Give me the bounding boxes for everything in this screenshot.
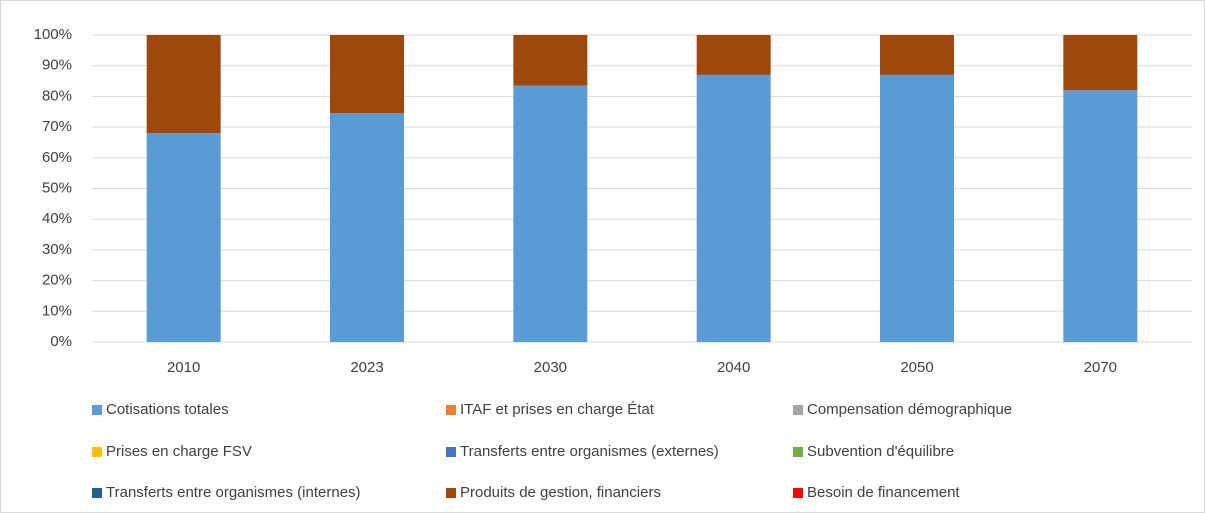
legend-label: Produits de gestion, financiers	[460, 484, 661, 501]
x-tick-label: 2010	[167, 359, 200, 376]
y-tick-label: 50%	[42, 179, 72, 196]
y-tick-label: 10%	[42, 302, 72, 319]
bar-segment	[146, 133, 221, 342]
x-tick-label: 2023	[350, 359, 383, 376]
bar-segment	[696, 74, 771, 342]
bar-segment	[880, 74, 954, 342]
y-tick-label: 80%	[42, 87, 72, 104]
legend-label: Compensation démographique	[807, 401, 1012, 418]
x-tick-label: 2030	[534, 359, 567, 376]
legend-swatch	[793, 488, 803, 498]
bar-segment	[696, 35, 771, 75]
legend-label: Cotisations totales	[106, 401, 229, 418]
legend-label: Besoin de financement	[807, 484, 960, 501]
x-tick-label: 2050	[900, 359, 933, 376]
x-tick-label: 2070	[1084, 359, 1117, 376]
legend-swatch	[793, 447, 803, 457]
legend-swatch	[92, 405, 102, 415]
bar-segment	[330, 35, 404, 114]
legend-swatch	[446, 488, 456, 498]
bar-segment	[1063, 90, 1138, 342]
y-tick-label: 70%	[42, 118, 72, 135]
legend-swatch	[446, 405, 456, 415]
y-tick-label: 20%	[42, 272, 72, 289]
bar-segment	[330, 113, 404, 342]
bar-segment	[146, 35, 221, 134]
y-tick-label: 90%	[42, 57, 72, 74]
y-tick-label: 40%	[42, 210, 72, 227]
legend-swatch	[92, 447, 102, 457]
y-tick-label: 100%	[34, 26, 72, 43]
y-tick-label: 60%	[42, 149, 72, 166]
y-tick-label: 0%	[50, 333, 72, 350]
bar-segment	[513, 85, 588, 342]
legend-swatch	[446, 447, 456, 457]
legend-label: ITAF et prises en charge État	[460, 401, 655, 418]
bar-segment	[1063, 35, 1138, 91]
y-tick-label: 30%	[42, 241, 72, 258]
legend-swatch	[92, 488, 102, 498]
legend-label: Transferts entre organismes (internes)	[106, 484, 361, 501]
legend-label: Subvention d'équilibre	[807, 443, 954, 460]
bar-segment	[880, 35, 954, 75]
legend-label: Transferts entre organismes (externes)	[460, 443, 719, 460]
legend-swatch	[793, 405, 803, 415]
x-tick-label: 2040	[717, 359, 750, 376]
bar-segment	[513, 35, 588, 86]
legend-label: Prises en charge FSV	[106, 443, 252, 460]
